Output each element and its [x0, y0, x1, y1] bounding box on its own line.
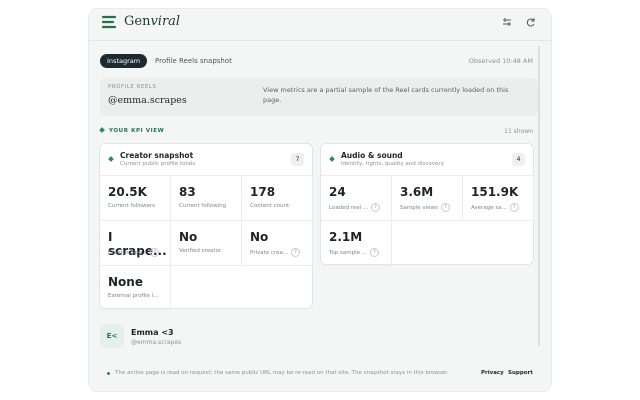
metric-label: Loaded reel ...? [329, 203, 381, 212]
divider [89, 40, 551, 41]
metric-label-text: External profile l... [108, 293, 159, 299]
kpi-card: Creator snapshot Current public profile t… [99, 143, 313, 311]
metric-label-text: Creator biog... [108, 250, 148, 256]
card-title: Audio & sound [341, 151, 403, 160]
metric-label: Current following [179, 203, 226, 209]
observed-time: Observed 10:48 AM [468, 57, 533, 65]
settings-button[interactable] [502, 17, 512, 27]
metric-cell: 20.5K Current followers [100, 176, 171, 221]
metric-value: 3.6M [400, 185, 434, 199]
help-icon[interactable]: ? [150, 248, 160, 257]
metric-cell: 178 Content count [242, 176, 313, 221]
help-icon[interactable]: ? [371, 203, 381, 212]
card-divider [100, 175, 312, 176]
card-badge: 7 [291, 153, 304, 166]
privacy-link[interactable]: Privacy [481, 370, 504, 376]
metric-value: 151.9K [471, 185, 519, 199]
card-bullet [329, 156, 335, 162]
help-icon[interactable]: ? [291, 248, 301, 257]
metric-cell: 3.6M Sample views? [392, 176, 463, 221]
footer-note: The active page is read on request; the … [115, 370, 449, 376]
metric-label: Content count [250, 203, 289, 209]
help-icon[interactable]: ? [370, 248, 380, 257]
metric-label: Creator biog...? [108, 248, 160, 257]
refresh-button[interactable] [526, 17, 536, 27]
logo-icon [101, 15, 117, 29]
metric-label: Top sample ...? [329, 248, 380, 257]
avatar: E< [100, 324, 124, 348]
help-icon[interactable]: ? [440, 203, 450, 212]
kpi-title: YOUR KPI VIEW [109, 128, 165, 134]
metric-value: No [179, 230, 198, 244]
scrollbar [538, 46, 540, 346]
metric-cell: 151.9K Average sa...? [463, 176, 534, 221]
metric-label-text: Current followers [108, 203, 156, 209]
metric-label-text: Verified creator [179, 248, 222, 254]
help-icon[interactable]: ? [509, 203, 519, 212]
support-link[interactable]: Support [508, 370, 533, 376]
profile-reels-box: PROFILE REELS @emma.scrapes View metrics… [100, 78, 538, 116]
card-badge: 4 [512, 153, 525, 166]
metric-value: 2.1M [329, 230, 363, 244]
metric-label-text: Current following [179, 203, 227, 209]
brand: Genviral [124, 14, 180, 29]
metric-label: Verified creator [179, 248, 221, 254]
profile-reels-label: PROFILE REELS [108, 84, 157, 90]
profile-handle-small: @emma.scrapes [131, 339, 182, 346]
metric-label-text: Content count [250, 203, 290, 209]
platform-pill[interactable]: Instagram [100, 54, 148, 68]
metric-label-text: Top sample ... [329, 250, 368, 256]
metric-cell: None External profile l... [100, 266, 171, 311]
metric-cell: 83 Current following [171, 176, 242, 221]
card-title: Creator snapshot [120, 151, 194, 160]
metric-value: No [250, 230, 269, 244]
card-subtitle: Identity, rights, quality and discovery [341, 161, 444, 167]
brand-italic: viral [150, 14, 181, 29]
brand-main: Gen [124, 14, 151, 29]
metric-label: Private crea...? [250, 248, 301, 257]
metric-value: 83 [179, 185, 196, 199]
profile-handle: @emma.scrapes [108, 95, 187, 106]
sample-note: View metrics are a partial sample of the… [263, 86, 509, 104]
metric-value: 178 [250, 185, 276, 199]
metric-cell: 24 Loaded reel ...? [321, 176, 392, 221]
card-subtitle: Current public profile totals [120, 161, 196, 167]
metric-label: External profile l... [108, 293, 158, 299]
metric-value: None [108, 275, 143, 289]
kpi-count: 11 shown [504, 128, 533, 135]
view-name: Profile Reels snapshot [155, 57, 232, 65]
metric-label-text: Sample views [400, 205, 438, 211]
metric-label: Current followers [108, 203, 155, 209]
metric-label-text: Loaded reel ... [329, 205, 369, 211]
metric-cell: No Verified creator [171, 221, 242, 266]
metric-label-text: Average sa... [471, 205, 507, 211]
footer-dot [107, 372, 110, 375]
metric-label: Sample views? [400, 203, 450, 212]
profile-name: Emma <3 [131, 328, 174, 337]
metric-value: 20.5K [108, 185, 147, 199]
metric-cell: I scrape... Creator biog...? [100, 221, 171, 266]
card-divider [321, 175, 533, 176]
metric-label-text: Private crea... [250, 250, 289, 256]
metric-cell: 2.1M Top sample ...? [321, 221, 392, 266]
metric-cell: No Private crea...? [242, 221, 313, 266]
metric-label: Average sa...? [471, 203, 519, 212]
card-bullet [108, 156, 114, 162]
kpi-card: Audio & sound Identity, rights, quality a… [320, 143, 534, 266]
metric-value: 24 [329, 185, 346, 199]
